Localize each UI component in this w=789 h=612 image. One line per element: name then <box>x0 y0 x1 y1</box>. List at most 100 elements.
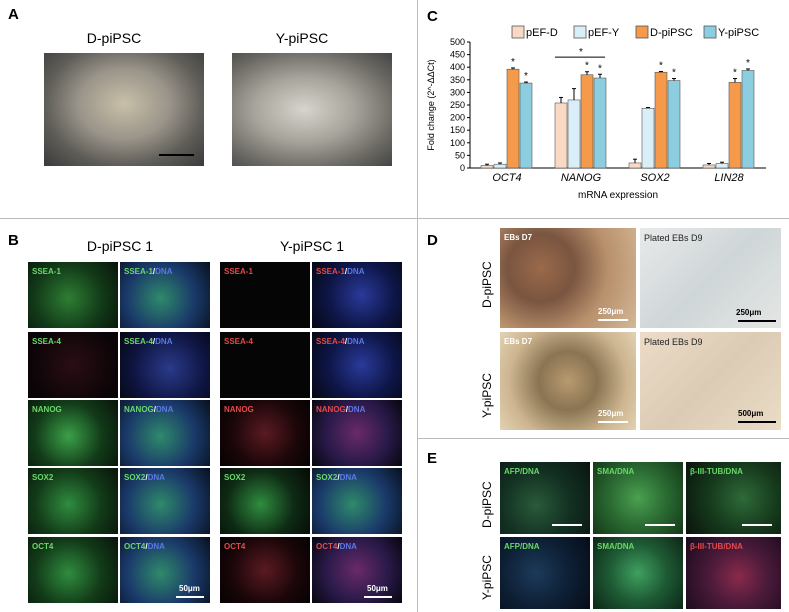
y-axis-label: Fold change (2^-ΔΔCt) <box>426 59 436 150</box>
eb-d7-d-pipsc: EBs D7 250μm <box>500 228 636 328</box>
bar <box>493 163 507 169</box>
tile-scale-bar <box>742 524 772 526</box>
tile-label: SMA/DNA <box>597 542 634 551</box>
panel-b-scale-bar-right <box>364 596 392 598</box>
significance-star: * <box>585 61 589 72</box>
tile-scale: 250μm <box>598 409 624 418</box>
legend-label: pEF-D <box>526 27 558 39</box>
significance-star: * <box>511 57 515 68</box>
bar <box>702 164 716 169</box>
tile-label: SOX2 <box>224 473 246 482</box>
tile-label: β-III-TUB/DNA <box>690 542 743 551</box>
legend-label: Y-piPSC <box>718 27 759 39</box>
panel-a-right-title: Y-piPSC <box>275 30 329 46</box>
panel-d-row2-label: Y-piPSC <box>480 373 494 418</box>
y-tick-label: 350 <box>450 75 465 85</box>
panel-c-letter: C <box>427 8 438 25</box>
y-tick-label: 150 <box>450 125 465 135</box>
phase-scale-bar <box>159 154 194 156</box>
b-right-tile: SOX2 <box>220 468 310 534</box>
tile-label-marker: SMA/DNA <box>597 542 635 551</box>
b-left-tile: NANOG <box>28 400 118 466</box>
bar <box>480 165 494 169</box>
tile-label: SOX2/DNA <box>316 473 357 482</box>
tile-label: Plated EBs D9 <box>644 337 703 347</box>
bar <box>506 68 520 169</box>
panel-c-chart: 0 50 100 150 200 250 300 350 400 450 500 Fold chang… <box>426 25 766 201</box>
y-tick-label: 450 <box>450 50 465 60</box>
b-right-tile: SSEA-1/DNA <box>312 262 402 328</box>
bar <box>593 77 607 169</box>
b-right-tile: SSEA-1 <box>220 262 310 328</box>
plated-eb-d9-d-pipsc: Plated EBs D9 250μm <box>640 228 781 328</box>
legend-swatch <box>635 25 649 39</box>
phase-image-d-pipsc <box>44 53 204 166</box>
tile-label-marker: AFP/DNA <box>504 467 540 476</box>
tile-scale: 250μm <box>736 308 762 317</box>
tile-label: β-III-TUB/DNA <box>690 467 743 476</box>
e-d-btub: β-III-TUB/DNA <box>686 462 781 534</box>
bar <box>715 163 729 169</box>
tile-label: SSEA-4/DNA <box>124 337 173 346</box>
bar <box>741 70 755 169</box>
tile-label: NANOG <box>224 405 254 414</box>
panel-b-letter: B <box>8 232 19 249</box>
eb-d7-y-pipsc: EBs D7 250μm <box>500 332 636 430</box>
tile-scale-bar <box>645 524 675 526</box>
y-tick-label: 400 <box>450 62 465 72</box>
b-right-tile: SSEA-4/DNA <box>312 332 402 398</box>
bar <box>519 82 533 169</box>
x-tick-label: SOX2 <box>640 172 669 184</box>
tile-label: EBs D7 <box>504 233 533 242</box>
tile-label: OCT4 <box>224 542 246 551</box>
panel-b-scale-right: 50μm <box>367 584 388 593</box>
panel-b-left-title: D-piPSC 1 <box>86 238 154 254</box>
phase-image-y-pipsc <box>232 53 392 166</box>
panel-d-row1-label: D-piPSC <box>480 261 494 308</box>
bar <box>667 80 681 169</box>
divider-top <box>0 218 789 219</box>
panel-b-scale-bar-left <box>176 596 204 598</box>
significance-star: * <box>598 63 602 74</box>
divider-vertical <box>417 0 418 612</box>
significance-star: * <box>524 71 528 82</box>
y-tick-label: 500 <box>450 37 465 47</box>
e-d-afp: AFP/DNA <box>500 462 590 534</box>
panel-b-scale-left: 50μm <box>179 584 200 593</box>
y-tick-label: 100 <box>450 138 465 148</box>
b-left-tile: NANOG/DNA <box>120 400 210 466</box>
y-tick-label: 250 <box>450 100 465 110</box>
bar <box>567 99 581 169</box>
tile-label: Plated EBs D9 <box>644 233 703 243</box>
tile-label: OCT4/DNA <box>124 542 165 551</box>
x-axis-label: mRNA expression <box>578 190 658 201</box>
tile-label: OCT4/DNA <box>316 542 357 551</box>
legend-label: D-piPSC <box>650 27 693 39</box>
y-tick-label: 0 <box>460 163 465 173</box>
tile-scale: 250μm <box>598 307 624 316</box>
e-y-sma: SMA/DNA <box>593 537 683 609</box>
bar <box>554 102 568 169</box>
b-left-tile: SSEA-4/DNA <box>120 332 210 398</box>
tile-label-marker: AFP/DNA <box>504 542 540 551</box>
significance-star: * <box>672 68 676 79</box>
legend-label: pEF-Y <box>588 27 620 39</box>
panel-e-row1-label: D-piPSC <box>480 481 494 528</box>
significance-star: * <box>579 47 583 58</box>
tile-label: SMA/DNA <box>597 467 634 476</box>
panel-e-row2-label: Y-piPSC <box>480 555 494 600</box>
panel-a-left-title: D-piPSC <box>86 30 142 46</box>
b-left-tile: OCT4 <box>28 537 118 603</box>
y-tick-label: 200 <box>450 113 465 123</box>
b-right-tile: NANOG/DNA <box>312 400 402 466</box>
tile-label: SSEA-1/DNA <box>316 267 365 276</box>
bar <box>628 162 642 169</box>
tile-label: NANOG/DNA <box>124 405 174 414</box>
tile-label: SSEA-1 <box>224 267 253 276</box>
divider-de <box>417 438 789 439</box>
tile-label: NANOG <box>32 405 62 414</box>
tile-label: NANOG/DNA <box>316 405 366 414</box>
tile-scale-bar <box>738 421 776 423</box>
b-right-tile: SOX2/DNA <box>312 468 402 534</box>
x-tick-label: OCT4 <box>492 172 521 184</box>
